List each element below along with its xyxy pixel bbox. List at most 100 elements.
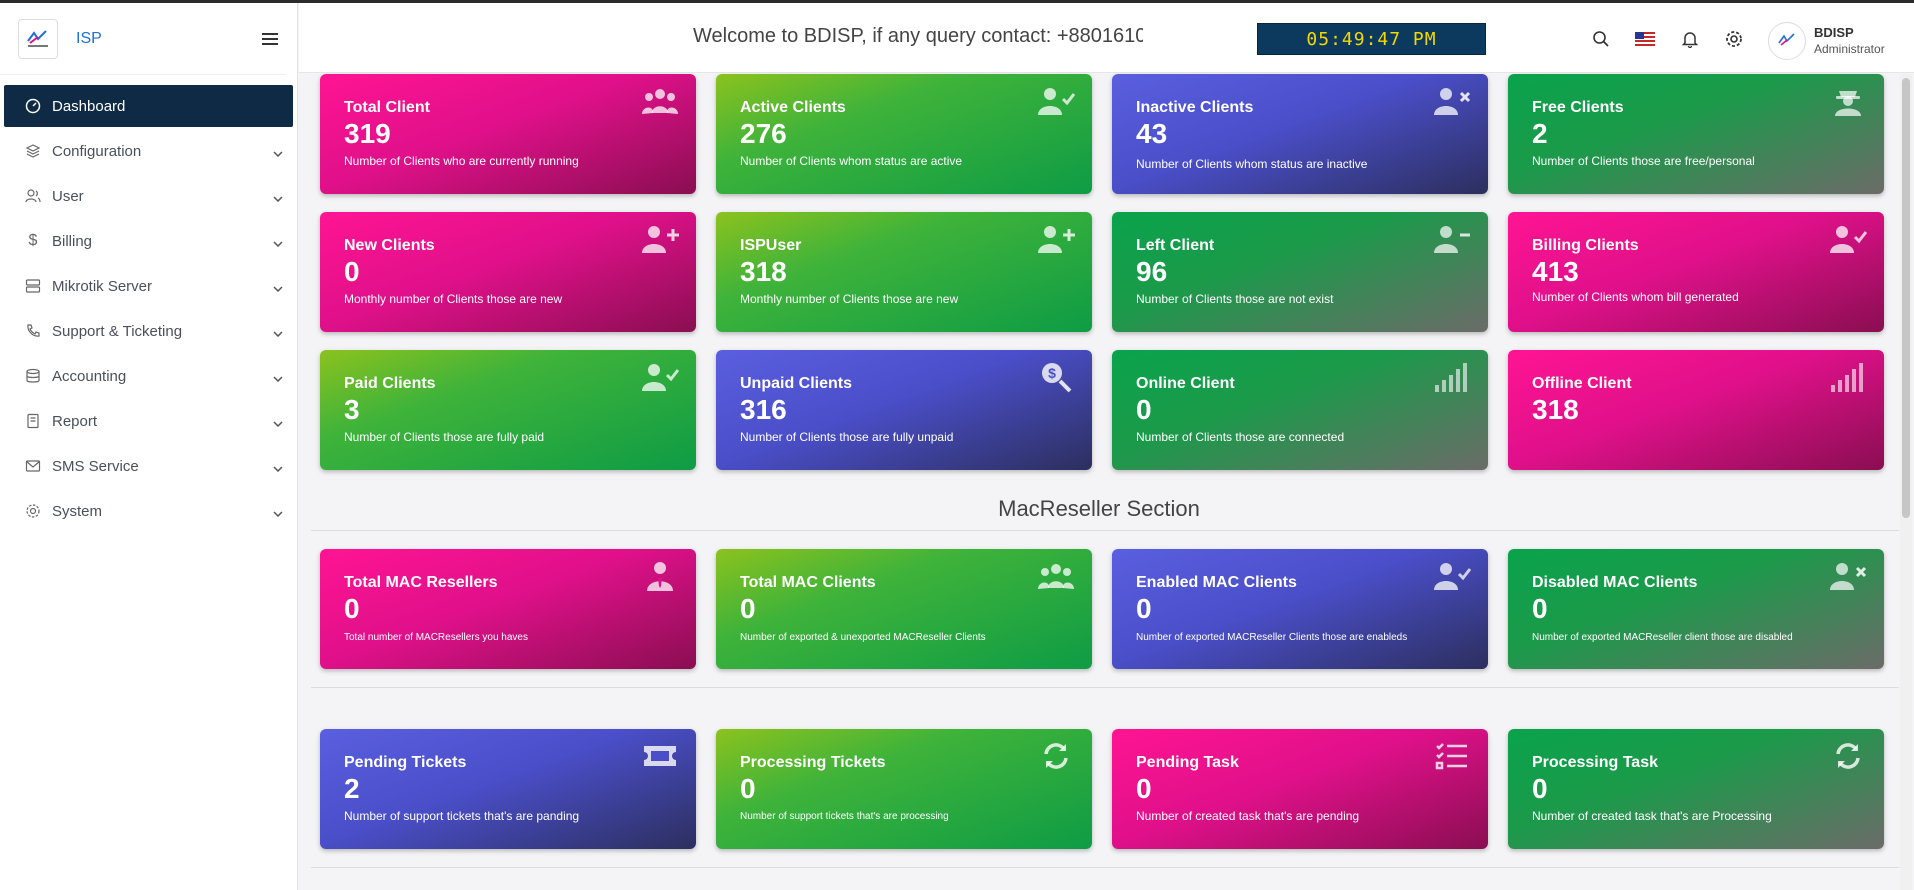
card-value: 2 <box>1532 118 1548 149</box>
settings-gear-icon[interactable] <box>1722 27 1746 51</box>
stat-card-billing-clients[interactable]: Billing Clients 413 Number of Clients wh… <box>1508 212 1884 332</box>
svg-text:$: $ <box>1048 365 1056 381</box>
card-title: Enabled MAC Clients <box>1136 574 1297 591</box>
section-divider <box>311 530 1899 531</box>
card-description: Number of Clients those are fully paid <box>344 430 545 444</box>
stat-card-processing-task[interactable]: Processing Task 0 Number of created task… <box>1508 729 1884 849</box>
stat-card-paid-clients[interactable]: Paid Clients 3 Number of Clients those a… <box>320 350 696 470</box>
card-title: Inactive Clients <box>1136 99 1254 116</box>
mac-section-title: MacReseller Section <box>998 496 1200 521</box>
chevron-down-icon <box>273 279 283 296</box>
configuration-icon <box>24 142 42 160</box>
sidebar-item-system[interactable]: System <box>4 490 293 532</box>
card-description: Number of Clients those are free/persona… <box>1532 154 1755 168</box>
refresh-icon <box>1036 739 1076 773</box>
users-group-icon <box>1036 559 1076 593</box>
card-title: Disabled MAC Clients <box>1532 574 1698 591</box>
us-flag-icon[interactable] <box>1633 27 1657 51</box>
sidebar-item-label: System <box>52 502 103 520</box>
user-menu[interactable]: BDISP Administrator <box>1768 19 1908 63</box>
bell-icon[interactable] <box>1678 27 1702 51</box>
stat-card-total-client[interactable]: Total Client 319 Number of Clients who a… <box>320 74 696 194</box>
card-description: Total number of MACResellers you haves <box>344 632 528 643</box>
user-check-icon <box>1432 559 1472 593</box>
refresh-icon <box>1828 739 1868 773</box>
card-value: 96 <box>1136 256 1168 287</box>
section-divider <box>311 867 1899 868</box>
user-plus-icon <box>1036 222 1076 256</box>
sidebar-item-support-ticketing[interactable]: Support & Ticketing <box>4 310 293 352</box>
stat-card-active-clients[interactable]: Active Clients 276 Number of Clients who… <box>716 74 1092 194</box>
card-value: 0 <box>1532 593 1548 624</box>
card-description: Number of support tickets that's are pan… <box>344 809 580 823</box>
sidebar-item-dashboard[interactable]: Dashboard <box>4 85 293 127</box>
user-check-icon <box>1828 222 1868 256</box>
card-title: Pending Task <box>1136 754 1239 771</box>
card-description: Number of exported MACReseller client th… <box>1532 632 1793 643</box>
signal-icon <box>1432 360 1472 394</box>
stat-card-online-client[interactable]: Online Client 0 Number of Clients those … <box>1112 350 1488 470</box>
sidebar-item-mikrotik-server[interactable]: Mikrotik Server <box>4 265 293 307</box>
stat-card-pending-tickets[interactable]: Pending Tickets 2 Number of support tick… <box>320 729 696 849</box>
stat-card-pending-task[interactable]: Pending Task 0 Number of created task th… <box>1112 729 1488 849</box>
user-secret-icon <box>1828 84 1868 118</box>
stat-card-enabled-mac-clients[interactable]: Enabled MAC Clients 0 Number of exported… <box>1112 549 1488 669</box>
sidebar-item-report[interactable]: Report <box>4 400 293 442</box>
page-scrollbar[interactable] <box>1900 74 1912 890</box>
card-value: 319 <box>344 118 391 149</box>
phone-icon <box>24 322 42 340</box>
user-tie-icon <box>640 559 680 593</box>
card-value: 0 <box>1136 593 1152 624</box>
stat-card-offline-client[interactable]: Offline Client 318 <box>1508 350 1884 470</box>
chevron-down-icon <box>273 414 283 431</box>
sidebar-item-label: Dashboard <box>52 97 126 115</box>
card-title: Offline Client <box>1532 375 1632 392</box>
stat-card-total-mac-resellers[interactable]: Total MAC Resellers 0 Total number of MA… <box>320 549 696 669</box>
sidebar-item-accounting[interactable]: Accounting <box>4 355 293 397</box>
users-icon <box>24 187 42 205</box>
chevron-down-icon <box>273 504 283 521</box>
card-value: 276 <box>740 118 787 149</box>
menu-toggle-icon[interactable] <box>262 29 278 52</box>
search-icon[interactable] <box>1589 27 1613 51</box>
card-value: 0 <box>1136 394 1152 425</box>
chevron-down-icon <box>273 459 283 476</box>
card-value: 0 <box>344 256 360 287</box>
ticket-icon <box>640 739 680 773</box>
sidebar-item-label: User <box>52 187 84 205</box>
stat-card-new-clients[interactable]: New Clients 0 Monthly number of Clients … <box>320 212 696 332</box>
stat-card-processing-tickets[interactable]: Processing Tickets 0 Number of support t… <box>716 729 1092 849</box>
card-title: Paid Clients <box>344 375 436 392</box>
stat-card-left-client[interactable]: Left Client 96 Number of Clients those a… <box>1112 212 1488 332</box>
card-description: Number of support tickets that's are pro… <box>740 811 949 822</box>
card-description: Number of created task that's are pendin… <box>1136 809 1360 823</box>
user-minus-icon <box>1432 222 1472 256</box>
stat-card-inactive-clients[interactable]: Inactive Clients 43 Number of Clients wh… <box>1112 74 1488 194</box>
stat-card-total-mac-clients[interactable]: Total MAC Clients 0 Number of exported &… <box>716 549 1092 669</box>
sidebar-item-user[interactable]: User <box>4 175 293 217</box>
scrollbar-thumb[interactable] <box>1902 78 1910 518</box>
card-title: Left Client <box>1136 237 1215 254</box>
card-title: Total MAC Resellers <box>344 574 498 591</box>
sidebar-item-configuration[interactable]: Configuration <box>4 130 293 172</box>
stat-card-ispuser[interactable]: ISPUser 318 Monthly number of Clients th… <box>716 212 1092 332</box>
stat-card-unpaid-clients[interactable]: Unpaid Clients 316 Number of Clients tho… <box>716 350 1092 470</box>
stat-card-free-clients[interactable]: Free Clients 2 Number of Clients those a… <box>1508 74 1884 194</box>
card-value: 0 <box>344 593 360 624</box>
card-title: New Clients <box>344 237 435 254</box>
card-value: 318 <box>1532 394 1579 425</box>
mail-icon <box>24 457 42 475</box>
sidebar-item-label: Report <box>52 412 98 430</box>
sidebar-item-label: SMS Service <box>52 457 139 475</box>
stat-card-disabled-mac-clients[interactable]: Disabled MAC Clients 0 Number of exporte… <box>1508 549 1884 669</box>
card-description: Number of Clients whom status are active <box>740 154 963 168</box>
brand[interactable]: ISP <box>0 3 285 75</box>
search-dollar-icon: $ <box>1036 360 1076 394</box>
user-plus-icon <box>640 222 680 256</box>
sidebar-item-billing[interactable]: $ Billing <box>4 220 293 262</box>
card-title: Processing Tickets <box>740 754 886 771</box>
section-divider <box>311 687 1899 688</box>
dollar-icon: $ <box>28 232 38 249</box>
sidebar-item-sms-service[interactable]: SMS Service <box>4 445 293 487</box>
card-description: Number of Clients those are fully unpaid <box>740 430 954 444</box>
